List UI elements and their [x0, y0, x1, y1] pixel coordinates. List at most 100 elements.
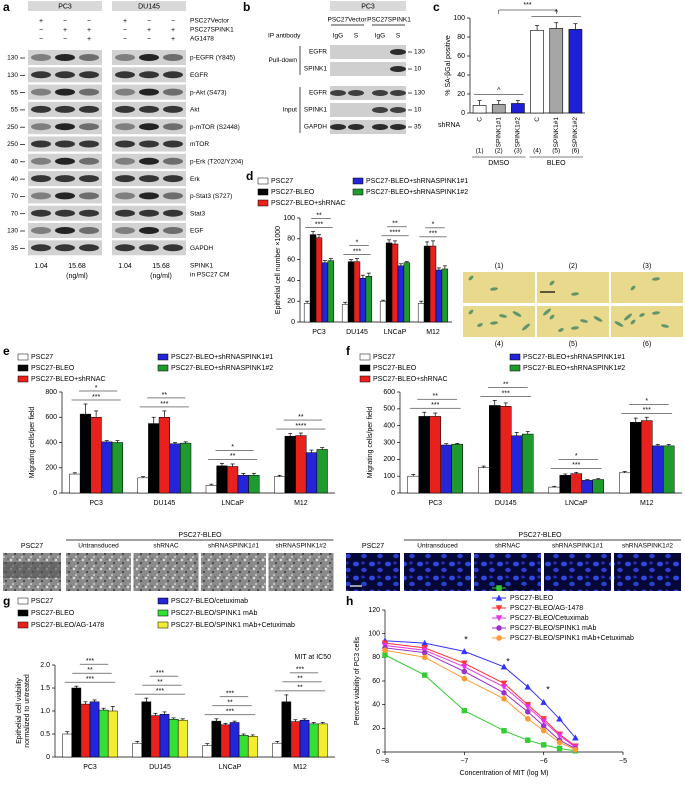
blot-band [115, 54, 135, 61]
bar [79, 413, 92, 494]
legend-swatch [157, 597, 169, 605]
micrograph [133, 553, 199, 591]
panel-label: b [243, 0, 250, 14]
bar [169, 443, 181, 494]
treatment-sign: + [87, 36, 91, 43]
panel-label: c [433, 0, 440, 14]
legend-label: PSC27-BLEO+shRNASPINK1#1 [366, 178, 468, 185]
marker [572, 734, 579, 741]
micrograph [614, 553, 681, 591]
legend-label: PSC27 [31, 598, 53, 605]
stained-cell [571, 326, 579, 330]
x-tick-label: LNCaP [384, 329, 407, 336]
lane-label: S [354, 33, 359, 40]
marker [540, 723, 547, 729]
section-label: Pull-down [268, 57, 297, 64]
condition-number: (6) [571, 148, 579, 155]
significance: *** [160, 401, 168, 408]
y-tick-label: 0 [376, 749, 380, 756]
significance: *** [296, 667, 304, 674]
blot-band [79, 54, 99, 61]
bar [305, 452, 318, 494]
mw-label: 130 [7, 72, 18, 79]
mw-label: 10 [414, 107, 422, 114]
legend-label: PSC27 [510, 585, 532, 592]
y-axis-label: Epithelial cell number ×1000 [275, 226, 282, 314]
mw-label: 70 [11, 210, 19, 217]
y-tick-label: 100 [453, 15, 465, 22]
stained-cell [593, 316, 603, 322]
bar [429, 245, 437, 323]
blot-band [55, 123, 75, 131]
micrograph [346, 553, 400, 591]
marker [540, 727, 547, 734]
mw-label: 70 [11, 193, 19, 200]
blot-band [31, 140, 51, 148]
treatment-sign: + [63, 27, 67, 34]
x-tick-label: LNCaP [221, 500, 244, 507]
legend-label: PSC27-BLEO/SPINK1 mAb [171, 610, 257, 617]
mw-label: 35 [11, 245, 19, 252]
micrograph [537, 272, 609, 303]
blot-band [163, 192, 183, 200]
bar [137, 477, 149, 494]
bar [651, 445, 664, 494]
treatment-sign: − [39, 27, 43, 34]
bar [141, 701, 152, 758]
treatment-sign: + [39, 18, 43, 25]
marker [525, 716, 531, 722]
x-tick-label: M12 [426, 329, 440, 336]
blot-band [139, 140, 159, 148]
legend-label: PSC27-BLEO+shRNAC [31, 376, 106, 383]
x-tick-label: SPINK1#2 [515, 117, 522, 148]
x-tick-label: M12 [640, 500, 654, 507]
concentration: 1.04 [118, 263, 132, 270]
y-tick-label: 600 [383, 389, 395, 396]
marker [461, 668, 468, 675]
treatment-sign: + [87, 27, 91, 34]
bar [489, 405, 501, 494]
significance: * [231, 444, 234, 451]
note: MIT at IC50 [295, 654, 332, 661]
bar [397, 265, 405, 323]
image-label: PSC27 [21, 543, 43, 550]
x-tick-label: DU145 [346, 329, 368, 336]
y-axis-label: % SA-βGal positive [445, 35, 452, 96]
blot-band [163, 54, 183, 61]
marker [556, 745, 563, 752]
marker [501, 695, 507, 702]
treatment-sign: − [63, 36, 67, 43]
bar [148, 423, 160, 494]
blot-label: Akt [190, 107, 200, 114]
ip-label: IP antibody [268, 33, 301, 40]
bar [619, 472, 631, 494]
x-tick-label: PC3 [312, 329, 326, 336]
significance: *** [226, 709, 234, 716]
y-tick-label: 0 [461, 110, 465, 117]
blot-band [163, 157, 183, 165]
blot-band [139, 244, 159, 252]
stained-cell [522, 323, 530, 331]
legend-swatch [359, 353, 371, 361]
bar [158, 417, 170, 494]
group-name: DU145 [138, 3, 160, 10]
image-label: shRNAC [495, 543, 521, 550]
group-header [112, 1, 186, 11]
treatment-sign: − [147, 36, 151, 43]
mw-label: 40 [11, 159, 19, 166]
panel-label: d [246, 169, 253, 183]
significance: ^ [555, 10, 559, 17]
blot-band [55, 209, 75, 217]
stained-cell [468, 309, 474, 315]
blot-band [31, 88, 51, 96]
significance: *** [429, 231, 437, 238]
micrograph [474, 553, 541, 591]
blot-band [115, 192, 135, 200]
bar [90, 417, 102, 494]
image-label: PSC27 [362, 543, 384, 550]
bar [177, 719, 188, 758]
blot-band [163, 88, 183, 96]
legend-swatch [157, 609, 169, 617]
blot-band [372, 107, 388, 113]
